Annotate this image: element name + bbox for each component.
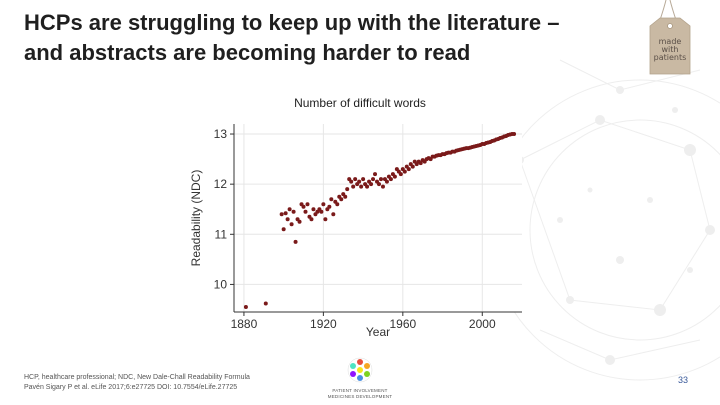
- title-line-1: HCPs are struggling to keep up with the …: [24, 10, 560, 35]
- data-point: [349, 179, 354, 184]
- logo-line-2: MEDICINES DEVELOPMENT: [327, 393, 393, 399]
- data-point: [281, 227, 286, 232]
- tag-line-2: with: [661, 45, 679, 54]
- footnote-line-1: HCP, healthcare professional; NDC, New D…: [24, 374, 250, 381]
- plot-background: [234, 124, 522, 312]
- x-tick-label: 1920: [310, 317, 337, 331]
- data-point: [303, 209, 308, 214]
- axes: [230, 124, 522, 316]
- tag-line-3: patients: [653, 53, 687, 62]
- data-point: [321, 202, 326, 207]
- data-point: [291, 209, 296, 214]
- data-point: [323, 217, 328, 222]
- tag-text: made with patients: [636, 38, 704, 62]
- data-point: [357, 179, 362, 184]
- data-point: [311, 207, 316, 212]
- data-point: [345, 187, 350, 192]
- made-with-patients-tag: made with patients: [636, 0, 704, 88]
- y-tick-label: 10: [214, 277, 228, 291]
- x-tick-label: 1880: [231, 317, 258, 331]
- data-point: [287, 207, 292, 212]
- data-point: [359, 184, 364, 189]
- logo-icon: [347, 357, 373, 383]
- data-point: [353, 177, 358, 182]
- y-tick-label: 13: [214, 127, 228, 141]
- patient-involvement-logo: PATIENT INVOLVEMENT MEDICINES DEVELOPMEN…: [322, 356, 398, 402]
- data-point: [406, 167, 411, 172]
- data-point: [410, 164, 415, 169]
- x-tick-label: 1960: [389, 317, 416, 331]
- logo-text: PATIENT INVOLVEMENT MEDICINES DEVELOPMEN…: [322, 388, 398, 399]
- y-tick-label: 12: [214, 177, 228, 191]
- page-number: 33: [677, 375, 688, 385]
- data-point: [327, 204, 332, 209]
- data-point: [398, 172, 403, 177]
- data-point: [301, 204, 306, 209]
- logo-line-1: PATIENT INVOLVEMENT: [332, 388, 388, 393]
- data-point: [293, 239, 298, 244]
- tag-line-1: made: [658, 37, 682, 46]
- x-axis-label: Year: [366, 325, 390, 339]
- data-point: [285, 217, 290, 222]
- data-point: [343, 194, 348, 199]
- data-point: [402, 169, 407, 174]
- data-point: [384, 179, 389, 184]
- data-point: [319, 209, 324, 214]
- data-point: [339, 197, 344, 202]
- footnote-line-2: Pavén Sigary P et al. eLife 2017;6:e2772…: [24, 384, 238, 391]
- data-point: [263, 301, 268, 306]
- data-points: [243, 132, 517, 309]
- data-point: [309, 217, 314, 222]
- y-axis-label: Readability (NDC): [189, 170, 203, 267]
- readability-scatter-chart: 1880 1920 1960 2000 10 11 12 13 Year Readabilit…: [189, 124, 522, 339]
- data-point: [373, 172, 378, 177]
- data-point: [376, 182, 381, 187]
- tick-labels: 1880 1920 1960 2000 10 11 12 13: [214, 127, 496, 331]
- data-point: [283, 211, 288, 216]
- title-line-2: and abstracts are becoming harder to rea…: [24, 40, 471, 65]
- data-point: [329, 197, 334, 202]
- chart-title: Number of difficult words: [294, 96, 426, 110]
- data-point: [351, 184, 356, 189]
- data-point: [388, 177, 393, 182]
- data-point: [418, 161, 423, 166]
- slide-title: HCPs are struggling to keep up with the …: [24, 8, 624, 68]
- data-point: [392, 174, 397, 179]
- data-point: [331, 212, 336, 217]
- data-point: [371, 177, 376, 182]
- data-point: [378, 177, 383, 182]
- y-tick-label: 11: [215, 227, 228, 241]
- data-point: [380, 184, 385, 189]
- footnote: HCP, healthcare professional; NDC, New D…: [24, 373, 250, 393]
- data-point: [305, 202, 310, 207]
- tag-icon: [649, 0, 691, 75]
- data-point: [365, 184, 370, 189]
- data-point: [369, 182, 374, 187]
- data-point: [279, 212, 284, 217]
- data-point: [361, 177, 366, 182]
- x-tick-label: 2000: [469, 317, 496, 331]
- data-point: [289, 222, 294, 227]
- grid-lines: [234, 124, 522, 312]
- data-point: [243, 304, 248, 309]
- data-point: [512, 132, 517, 137]
- data-point: [297, 219, 302, 224]
- data-point: [335, 202, 340, 207]
